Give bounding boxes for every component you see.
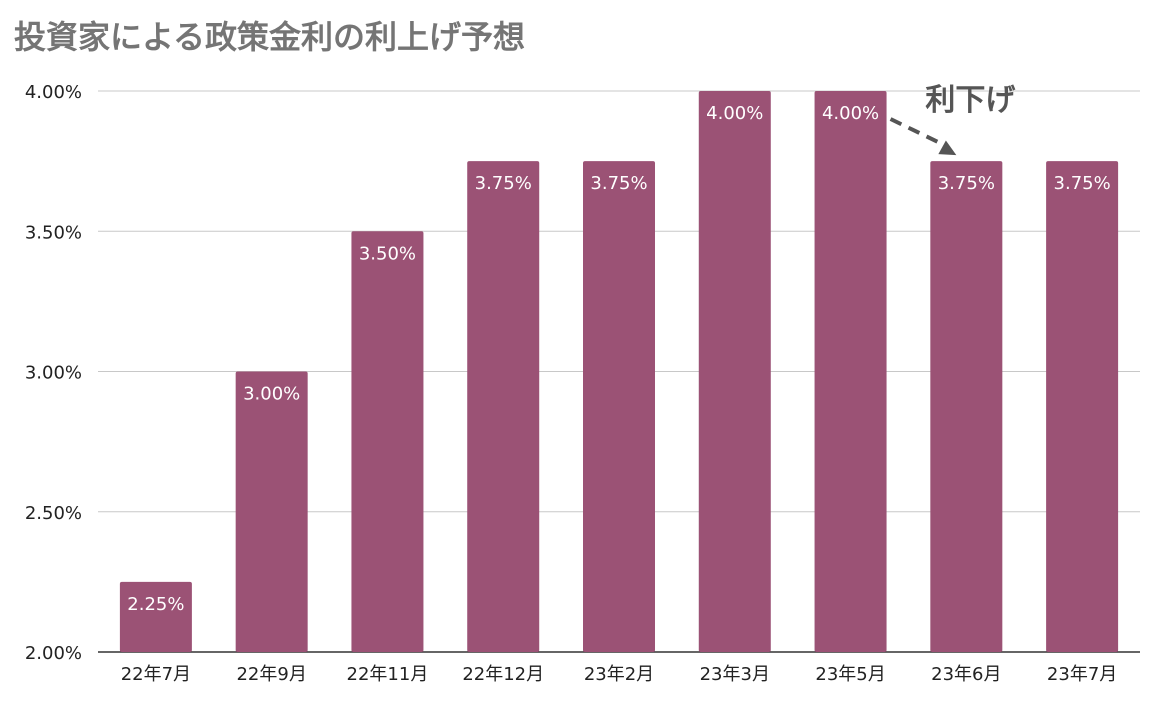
data-label: 4.00%	[706, 103, 763, 124]
data-label: 3.75%	[938, 173, 995, 194]
data-label: 3.50%	[359, 243, 416, 264]
x-tick-label: 23年6月	[931, 664, 1001, 685]
x-tick-label: 22年7月	[121, 664, 191, 685]
bar	[698, 91, 771, 652]
data-label: 3.75%	[475, 173, 532, 194]
y-tick-label: 3.00%	[25, 363, 82, 384]
x-tick-label: 23年7月	[1047, 664, 1117, 685]
y-tick-label: 2.50%	[25, 503, 82, 524]
x-tick-label: 23年5月	[815, 664, 885, 685]
bar	[467, 161, 540, 652]
bar	[930, 161, 1003, 652]
annotation: 利下げ	[889, 83, 1016, 156]
bar	[1046, 161, 1119, 652]
chart-title: 投資家による政策金利の利上げ予想	[14, 18, 526, 56]
data-label: 3.75%	[590, 173, 647, 194]
x-tick-label: 22年9月	[236, 664, 306, 685]
bar	[814, 91, 887, 652]
y-tick-label: 3.50%	[25, 222, 82, 243]
bar	[351, 231, 424, 652]
x-tick-label: 22年11月	[347, 664, 429, 685]
x-tick-label: 23年3月	[700, 664, 770, 685]
bar	[119, 581, 192, 652]
data-label: 3.75%	[1054, 173, 1111, 194]
y-tick-label: 4.00%	[25, 82, 82, 103]
y-axis-ticks: 2.00% 2.50% 3.00% 3.50% 4.00%	[25, 82, 82, 664]
data-labels: 2.25% 3.00% 3.50% 3.75% 3.75% 4.00% 4.00% 3.75%…	[127, 103, 1110, 615]
y-tick-label: 2.00%	[25, 643, 82, 664]
x-axis-ticks: 22年7月 22年9月 22年11月 22年12月 23年2月 23年3月 23年5月 23年…	[121, 664, 1118, 685]
annotation-label: 利下げ	[925, 83, 1016, 118]
arrow-head	[938, 140, 957, 156]
x-tick-label: 23年2月	[584, 664, 654, 685]
data-label: 4.00%	[822, 103, 879, 124]
bar	[583, 161, 655, 652]
data-label: 2.25%	[127, 594, 184, 615]
x-tick-label: 22年12月	[462, 664, 544, 685]
data-label: 3.00%	[243, 384, 300, 405]
arrow-line	[889, 117, 946, 147]
bar	[235, 371, 308, 652]
bars	[119, 91, 1119, 652]
